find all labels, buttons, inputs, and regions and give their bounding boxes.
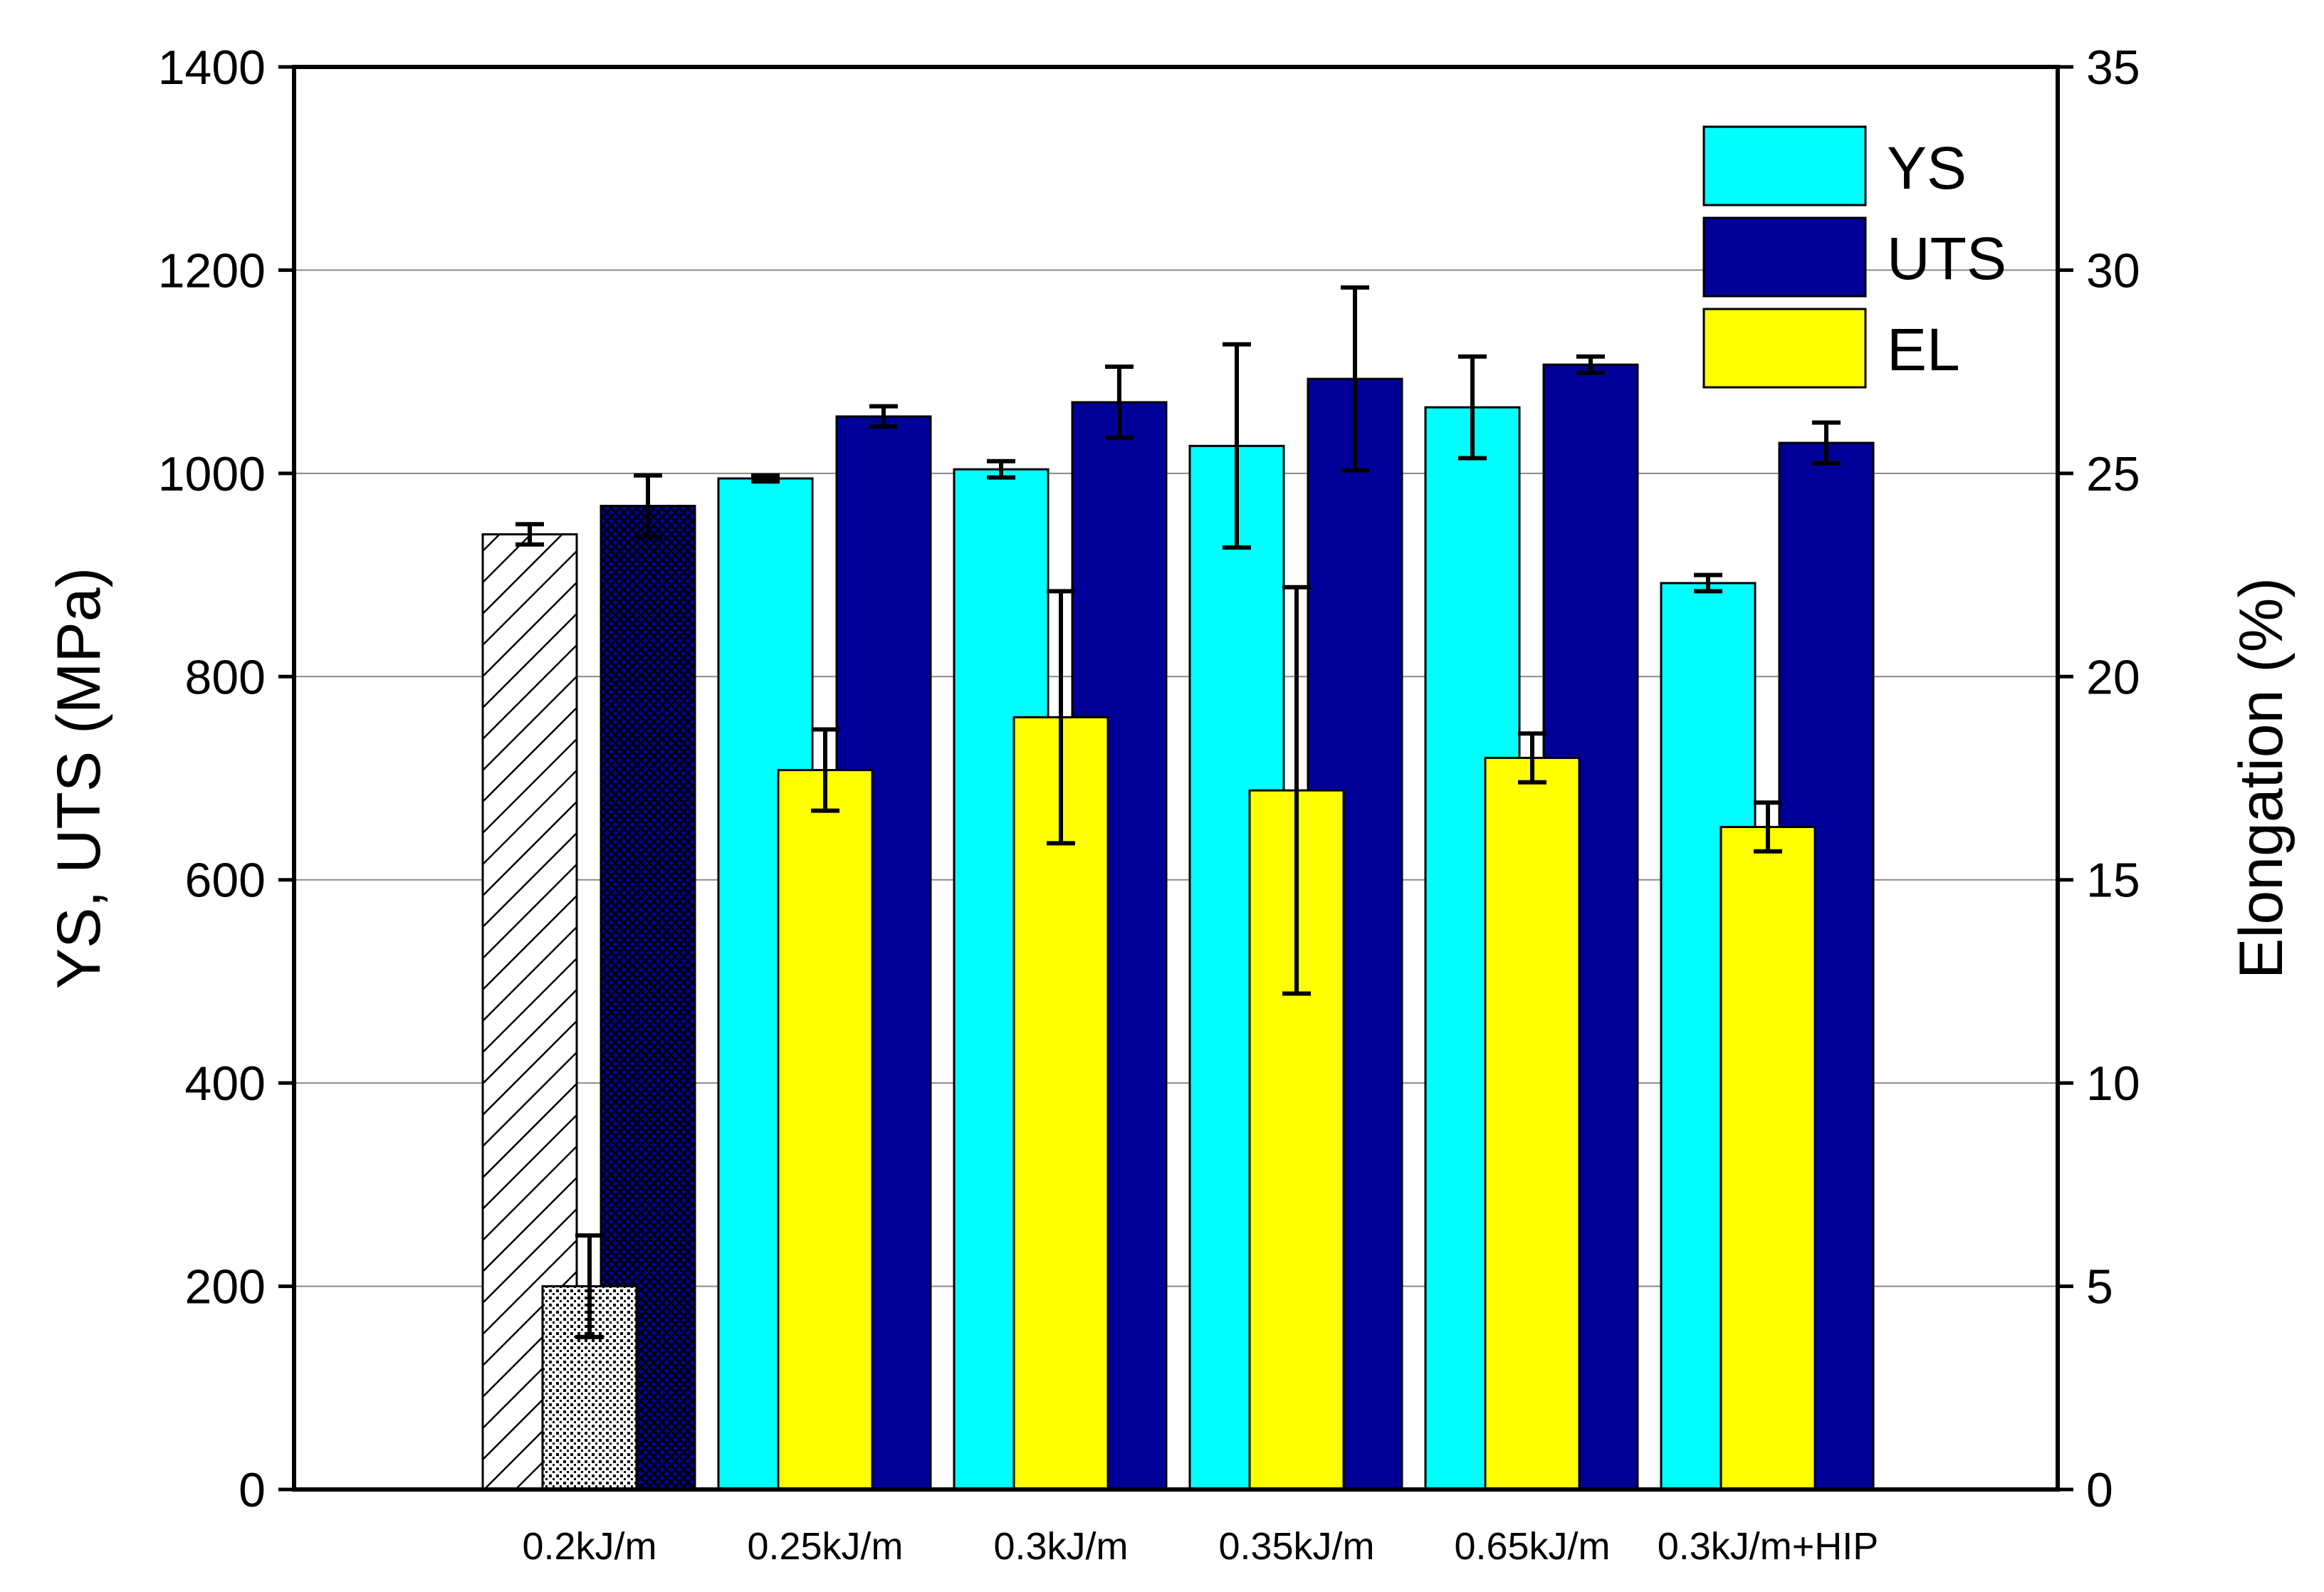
left-tick-label: 200 <box>185 1260 266 1314</box>
left-tick-label: 0 <box>239 1463 266 1517</box>
legend-swatch-uts <box>1702 216 1867 298</box>
category-labels: 0.2kJ/m 0.25kJ/m 0.3kJ/m 0.35kJ/m 0.65kJ/m 0.… <box>522 1525 1878 1568</box>
error-bar-uts-1 <box>869 404 898 429</box>
left-tick-label: 800 <box>185 650 266 704</box>
legend-swatch-el <box>1702 308 1867 389</box>
right-tick-label: 15 <box>2086 854 2140 908</box>
error-bars <box>515 285 1841 1339</box>
error-bar-uts-2 <box>1105 365 1134 440</box>
category-label: 0.3kJ/m <box>993 1525 1128 1568</box>
category-label: 0.25kJ/m <box>747 1525 903 1568</box>
right-axis-tick-labels: 0 5 10 15 20 25 30 35 <box>2086 41 2140 1517</box>
category-label: 0.35kJ/m <box>1218 1525 1374 1568</box>
right-tick-label: 5 <box>2086 1260 2113 1314</box>
error-bar-uts-3 <box>1341 285 1369 473</box>
bars <box>481 363 1875 1491</box>
category-label: 0.3kJ/m+HIP <box>1658 1525 1879 1568</box>
right-tick-label: 25 <box>2086 447 2140 501</box>
bar-el-2 <box>1012 716 1109 1491</box>
right-tick-label: 0 <box>2086 1463 2113 1517</box>
left-tick-label: 1000 <box>158 447 266 501</box>
error-bar-el-4 <box>1518 731 1546 785</box>
right-tick-label: 20 <box>2086 650 2140 704</box>
bar-el-1 <box>777 769 874 1491</box>
error-bar-el-2 <box>1047 589 1075 846</box>
error-bar-uts-0 <box>634 473 662 539</box>
plot-frame <box>292 65 2060 1492</box>
error-bar-ys-5 <box>1694 572 1722 594</box>
error-bar-el-3 <box>1282 585 1311 996</box>
left-tick-label: 400 <box>185 1057 266 1111</box>
error-bar-ys-2 <box>987 459 1015 480</box>
left-tick-label: 600 <box>185 854 266 908</box>
legend-label-el: EL <box>1887 316 1960 383</box>
error-bar-uts-4 <box>1576 354 1605 375</box>
error-bar-el-5 <box>1754 800 1782 854</box>
error-bar-ys-1 <box>751 473 780 484</box>
left-axis-title: YS, UTS (MPa) <box>45 567 113 990</box>
error-bar-ys-0 <box>515 522 544 547</box>
error-bar-el-1 <box>811 727 839 813</box>
right-tick-label: 35 <box>2086 41 2140 95</box>
axis-ticks <box>278 65 2073 1492</box>
right-tick-label: 10 <box>2086 1057 2140 1111</box>
legend-label-uts: UTS <box>1887 225 2006 292</box>
left-tick-label: 1200 <box>158 243 266 298</box>
legend-swatch-ys <box>1702 125 1867 206</box>
error-bar-el-0 <box>575 1233 604 1339</box>
category-label: 0.65kJ/m <box>1454 1525 1610 1568</box>
left-axis-tick-labels: 0 200 400 600 800 1000 1200 1400 <box>158 41 266 1517</box>
category-label: 0.2kJ/m <box>522 1525 656 1568</box>
error-bar-ys-4 <box>1458 354 1487 461</box>
error-bar-uts-5 <box>1812 420 1841 466</box>
legend: YS UTS EL <box>1702 125 2006 389</box>
left-tick-label: 1400 <box>158 41 266 95</box>
right-tick-label: 30 <box>2086 243 2140 298</box>
bar-el-5 <box>1720 826 1816 1491</box>
error-bar-ys-3 <box>1223 342 1251 550</box>
legend-label-ys: YS <box>1887 135 1967 201</box>
right-axis-title: Elongation (%) <box>2227 577 2296 979</box>
bar-el-4 <box>1484 756 1581 1491</box>
